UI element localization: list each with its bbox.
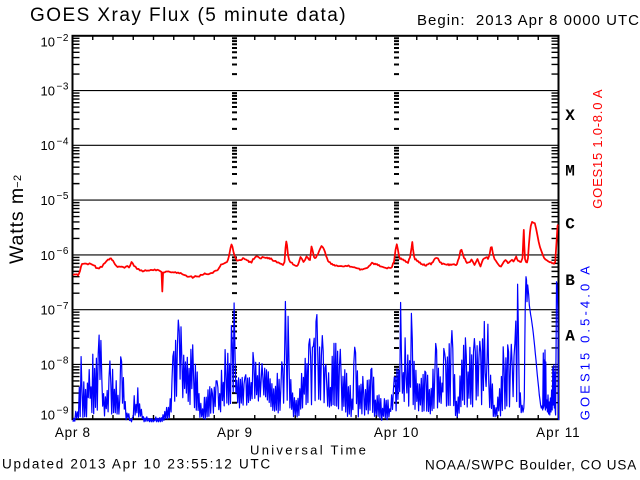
- svg-text:10: 10: [41, 357, 55, 372]
- svg-text:Apr 9: Apr 9: [217, 425, 253, 440]
- svg-text:10: 10: [41, 193, 55, 208]
- svg-text:10: 10: [41, 83, 55, 98]
- svg-text:−2: −2: [12, 175, 24, 188]
- svg-text:10: 10: [41, 248, 55, 263]
- svg-text:−9: −9: [57, 406, 69, 417]
- svg-text:NOAA/SWPC Boulder, CO USA: NOAA/SWPC Boulder, CO USA: [425, 457, 637, 472]
- svg-text:Begin: 2013 Apr 8 0000 UTC: Begin: 2013 Apr 8 0000 UTC: [417, 12, 640, 29]
- svg-text:−4: −4: [57, 136, 69, 147]
- svg-text:10: 10: [41, 35, 55, 50]
- svg-text:Apr 10: Apr 10: [374, 425, 419, 440]
- svg-text:C: C: [565, 216, 575, 234]
- svg-text:10: 10: [41, 408, 55, 423]
- svg-text:10: 10: [41, 138, 55, 153]
- svg-text:M: M: [565, 162, 575, 180]
- svg-text:−3: −3: [57, 82, 69, 93]
- svg-text:GOES15 0.5-4.0 A: GOES15 0.5-4.0 A: [578, 263, 593, 420]
- svg-text:10: 10: [41, 303, 55, 318]
- svg-text:X: X: [565, 107, 575, 125]
- svg-text:GOES15 1.0-8.0 A: GOES15 1.0-8.0 A: [590, 89, 605, 209]
- svg-text:GOES Xray Flux (5 minute data): GOES Xray Flux (5 minute data): [30, 5, 347, 26]
- svg-text:Apr 11: Apr 11: [536, 425, 580, 440]
- svg-text:Watts m: Watts m: [6, 187, 28, 264]
- svg-text:A: A: [565, 327, 575, 345]
- svg-text:−2: −2: [57, 33, 69, 44]
- svg-text:Updated 2013 Apr 10 23:55:12 U: Updated 2013 Apr 10 23:55:12 UTC: [2, 457, 272, 472]
- svg-text:−7: −7: [57, 301, 69, 312]
- svg-text:Universal Time: Universal Time: [250, 442, 368, 457]
- svg-text:−8: −8: [57, 356, 69, 367]
- svg-text:Apr 8: Apr 8: [55, 425, 91, 440]
- svg-text:−6: −6: [57, 246, 69, 257]
- svg-text:−5: −5: [57, 191, 69, 202]
- svg-text:B: B: [565, 272, 575, 290]
